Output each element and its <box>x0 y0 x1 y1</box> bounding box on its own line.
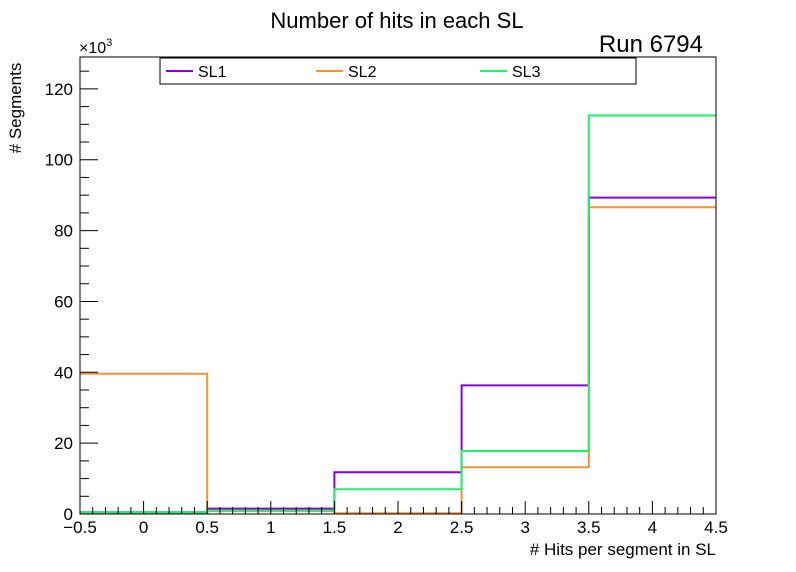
legend-item-sl1: SL1 <box>166 64 227 81</box>
legend-label: SL3 <box>512 64 541 81</box>
x-tick-label: 1 <box>266 518 275 537</box>
plot-frame <box>79 56 717 515</box>
y-tick-label: 120 <box>45 80 73 99</box>
legend-label: SL1 <box>198 64 227 81</box>
y-tick-label: 80 <box>54 222 73 241</box>
y-tick-label: 20 <box>54 434 73 453</box>
y-tick-label: 100 <box>45 151 73 170</box>
legend-box <box>159 57 637 85</box>
y-tick-label: 0 <box>64 505 73 524</box>
y-multiplier-exponent: 3 <box>106 37 112 49</box>
legend: SL1 SL2 SL3 <box>159 57 637 85</box>
y-multiplier-base: ×10 <box>79 40 106 57</box>
legend-label: SL2 <box>348 64 377 81</box>
x-tick-label: 4.5 <box>704 518 728 537</box>
legend-item-sl3: SL3 <box>480 64 541 81</box>
x-tick-label: 1.5 <box>323 518 347 537</box>
legend-item-sl2: SL2 <box>316 64 377 81</box>
chart-title: Number of hits in each SL <box>270 8 523 33</box>
x-tick-label: 3.5 <box>577 518 601 537</box>
x-tick-label: 2 <box>393 518 402 537</box>
series-sl1-line <box>80 196 716 514</box>
y-axis-label: # Segments <box>6 63 25 154</box>
x-tick-label: 0 <box>139 518 148 537</box>
x-tick-label: 2.5 <box>450 518 474 537</box>
y-tick-label: 60 <box>54 292 73 311</box>
x-tick-label: 3 <box>520 518 529 537</box>
x-axis-label: # Hits per segment in SL <box>530 540 716 559</box>
histogram-series <box>80 114 716 515</box>
x-tick-label: 0.5 <box>195 518 219 537</box>
y-multiplier: ×103 <box>79 37 112 57</box>
y-tick-label: 40 <box>54 363 73 382</box>
run-label: Run 6794 <box>599 31 703 58</box>
series-sl2-line <box>80 206 716 515</box>
x-tick-label: −0.5 <box>63 518 97 537</box>
series-sl3-line <box>80 114 716 514</box>
x-tick-label: 4 <box>648 518 657 537</box>
